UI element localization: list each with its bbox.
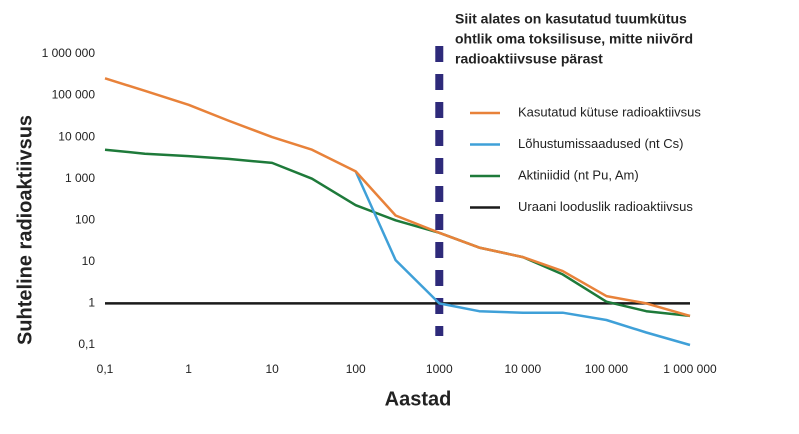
x-tick-label: 0,1 [97, 362, 114, 376]
x-tick-label: 10 [265, 362, 279, 376]
y-tick-label: 1 000 000 [42, 46, 96, 60]
series-line [354, 170, 691, 347]
x-tick-label: 1000 [426, 362, 453, 376]
annotation-text: radioaktiivsuse pärast [455, 51, 603, 67]
x-tick-label: 10 000 [505, 362, 542, 376]
y-tick-label: 10 [82, 254, 96, 268]
y-tick-label: 100 [75, 212, 95, 226]
legend-label: Kasutatud kütuse radioaktiivsus [518, 104, 701, 119]
legend-label: Lõhustumissaadused (nt Cs) [518, 136, 683, 151]
x-tick-label: 100 000 [585, 362, 629, 376]
x-tick-label: 100 [346, 362, 366, 376]
y-tick-label: 1 [88, 296, 95, 310]
x-axis-title: Aastad [385, 388, 452, 410]
y-tick-label: 0,1 [78, 337, 95, 351]
y-tick-label: 100 000 [52, 88, 96, 102]
legend-label: Aktiniidid (nt Pu, Am) [518, 167, 639, 182]
legend-label: Uraani looduslik radioaktiivsus [518, 199, 693, 214]
y-tick-label: 10 000 [58, 129, 95, 143]
x-tick-label: 1 [185, 362, 192, 376]
annotation-text: ohtlik oma toksilisuse, mitte niivõrd [455, 31, 693, 47]
y-tick-label: 1 000 [65, 171, 95, 185]
annotation-text: Siit alates on kasutatud tuumkütus [455, 11, 687, 27]
series-line [104, 148, 691, 318]
x-tick-label: 1 000 000 [663, 362, 717, 376]
series-line [104, 77, 691, 318]
y-axis-title: Suhteline radioaktiivsus [14, 115, 36, 345]
